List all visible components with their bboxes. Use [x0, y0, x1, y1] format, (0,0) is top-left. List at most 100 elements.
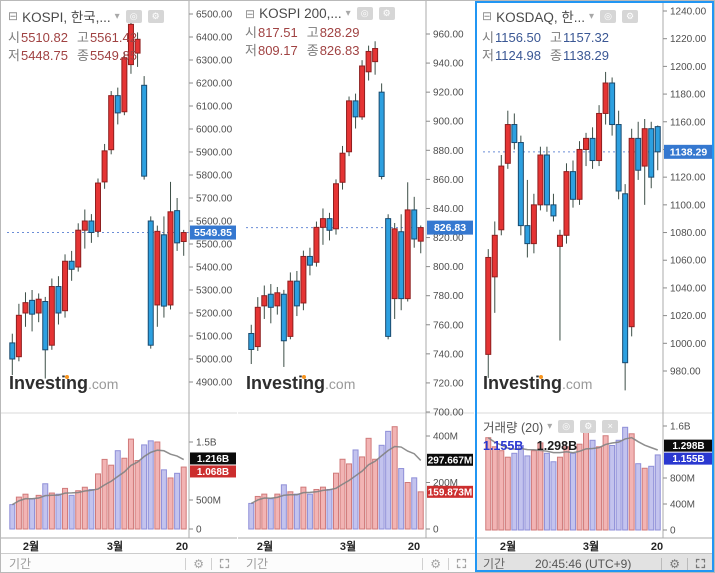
watermark-brand: Investing [246, 373, 326, 393]
settings-button[interactable]: ⚙ [147, 9, 164, 23]
kospi200-price-volume-chart[interactable]: 960.00 940.00 920.00 900.00 880.00 860.00 840.… [238, 1, 474, 553]
watermark-tld: .com [325, 376, 356, 392]
close-label: 종 [550, 48, 562, 63]
chevron-down-icon[interactable]: ▾ [345, 8, 351, 19]
collapse-icon[interactable]: ⊟ [8, 9, 19, 23]
collapse-icon[interactable]: ⊟ [482, 9, 493, 23]
svg-text:2월: 2월 [257, 539, 273, 553]
svg-text:5700.00: 5700.00 [196, 194, 233, 205]
panel-kospi200: 960.00 940.00 920.00 900.00 880.00 860.00 840.… [238, 1, 476, 572]
chevron-down-icon[interactable]: ▾ [589, 10, 595, 22]
watermark-brand: Investing [9, 373, 89, 393]
kosdaq-price-volume-chart[interactable]: 1240.001220.001200.001180.001160.001140.… [475, 1, 714, 553]
gear-icon[interactable]: ⚙ [669, 556, 680, 571]
svg-text:1060.00: 1060.00 [670, 256, 707, 267]
svg-text:5800.00: 5800.00 [196, 171, 233, 182]
svg-text:5200.00: 5200.00 [196, 309, 233, 320]
svg-text:800M: 800M [670, 474, 695, 485]
svg-text:1180.00: 1180.00 [670, 90, 706, 101]
chart-title[interactable]: KOSPI, 한국,... [22, 10, 111, 25]
svg-text:1100.00: 1100.00 [670, 200, 706, 211]
fullscreen-icon[interactable] [219, 558, 230, 569]
toolbar-divider [185, 557, 187, 570]
fullscreen-icon[interactable] [695, 558, 706, 569]
volume-last-value: 1.155B [483, 439, 524, 453]
chart-header: ⊟ KOSDAQ, 한... ▾ ◎ ⚙ 시1156.50 고1157.32 저1… [482, 6, 639, 65]
visibility-toggle-button[interactable]: ◎ [356, 7, 373, 20]
svg-text:0: 0 [433, 525, 439, 536]
bottom-toolbar: 기간 ⚙ [1, 553, 238, 572]
svg-text:6200.00: 6200.00 [196, 79, 233, 90]
svg-text:159.873M: 159.873M [428, 487, 472, 498]
svg-text:940.00: 940.00 [433, 59, 464, 70]
gear-icon: ⚙ [382, 8, 391, 18]
low-value: 5448.75 [20, 48, 68, 63]
low-value: 809.17 [257, 43, 298, 58]
gear-icon[interactable]: ⚙ [193, 556, 204, 571]
period-button[interactable]: 기간 [483, 557, 506, 571]
chevron-down-icon[interactable]: ▾ [547, 421, 553, 432]
toolbar-divider [661, 557, 663, 570]
settings-button[interactable]: ⚙ [622, 9, 639, 23]
chart-title[interactable]: KOSPI 200,... [259, 6, 342, 21]
svg-text:780.00: 780.00 [433, 291, 464, 302]
svg-text:1.5B: 1.5B [196, 438, 217, 449]
svg-text:200M: 200M [433, 478, 458, 489]
chart-title[interactable]: KOSDAQ, 한... [496, 10, 586, 25]
toolbar-divider [422, 557, 424, 570]
open-label: 시 [245, 25, 257, 40]
close-value: 5549.85 [89, 48, 137, 63]
chevron-down-icon[interactable]: ▾ [114, 10, 120, 22]
watermark-brand: Investing [483, 373, 563, 393]
svg-text:20: 20 [651, 541, 663, 553]
open-label: 시 [8, 30, 20, 45]
gear-icon: ⚙ [626, 10, 635, 21]
gear-icon[interactable]: ⚙ [430, 556, 441, 571]
fullscreen-icon[interactable] [456, 558, 467, 569]
svg-text:2월: 2월 [23, 539, 39, 553]
svg-text:1220.00: 1220.00 [670, 34, 707, 45]
remove-indicator-button[interactable]: × [602, 420, 619, 433]
svg-text:5400.00: 5400.00 [196, 263, 233, 274]
svg-text:4900.00: 4900.00 [196, 378, 233, 389]
kospi-price-volume-chart[interactable]: 6500.00 6400.00 6300.00 6200.00 6100.00 6000.… [1, 1, 237, 553]
svg-text:826.83: 826.83 [434, 222, 466, 234]
high-value: 828.29 [319, 25, 360, 40]
period-button[interactable]: 기간 [9, 557, 32, 571]
visibility-toggle-button[interactable]: ◎ [125, 9, 142, 23]
close-label: 종 [76, 48, 89, 63]
ohlc-readout: 시1156.50 고1157.32 저1124.98 종1138.29 [482, 29, 638, 65]
svg-text:880.00: 880.00 [433, 146, 464, 157]
svg-text:5600.00: 5600.00 [196, 217, 233, 228]
settings-button[interactable]: ⚙ [580, 420, 597, 433]
period-button[interactable]: 기간 [246, 557, 269, 571]
svg-text:700.00: 700.00 [433, 408, 464, 419]
svg-text:1020.00: 1020.00 [670, 311, 707, 322]
low-label: 저 [8, 48, 20, 63]
svg-text:760.00: 760.00 [433, 320, 464, 331]
high-value: 1157.32 [562, 30, 609, 45]
svg-text:6300.00: 6300.00 [196, 56, 233, 67]
visibility-toggle-button[interactable]: ◎ [600, 9, 617, 23]
visibility-toggle-button[interactable]: ◎ [558, 420, 575, 433]
high-label: 고 [550, 30, 562, 45]
low-label: 저 [482, 48, 494, 63]
settings-button[interactable]: ⚙ [378, 7, 395, 20]
svg-text:6100.00: 6100.00 [196, 102, 233, 113]
svg-text:6000.00: 6000.00 [196, 125, 233, 136]
collapse-icon[interactable]: ⊟ [245, 6, 256, 21]
svg-text:5900.00: 5900.00 [196, 148, 233, 159]
svg-text:1000.00: 1000.00 [670, 339, 707, 350]
svg-text:5549.85: 5549.85 [194, 227, 232, 239]
svg-text:6500.00: 6500.00 [196, 10, 233, 21]
open-value: 817.51 [257, 25, 298, 40]
svg-text:1.298B: 1.298B [672, 441, 704, 452]
svg-text:5300.00: 5300.00 [196, 286, 233, 297]
ohlc-readout: 시5510.82 고5561.42 저5448.75 종5549.85 [8, 29, 164, 65]
svg-text:6400.00: 6400.00 [196, 33, 233, 44]
chart-header: ⊟ KOSPI 200,... ▾ ◎ ⚙ 시817.51 고828.29 저80… [245, 6, 395, 60]
svg-text:720.00: 720.00 [433, 378, 464, 389]
close-icon: × [607, 421, 613, 431]
svg-text:3월: 3월 [583, 539, 599, 553]
volume-legend-title[interactable]: 거래량 (20) [483, 421, 544, 435]
